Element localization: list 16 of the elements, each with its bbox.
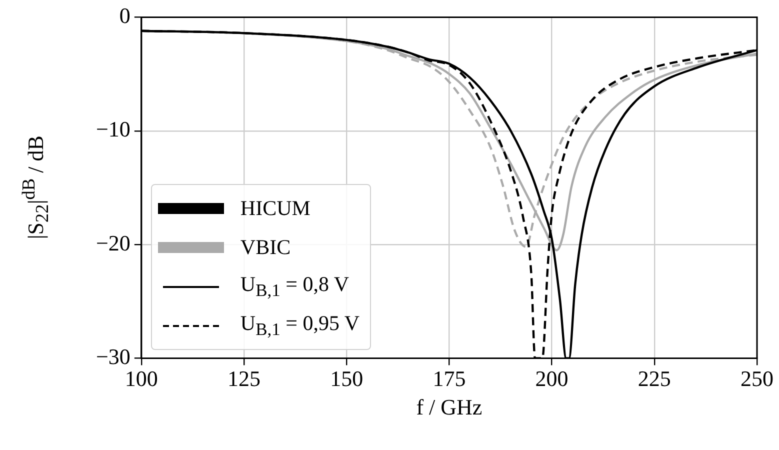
annotation: VBIC: [240, 235, 291, 260]
x-tick-label: 175: [432, 366, 466, 392]
x-tick-label: 100: [124, 366, 158, 392]
annotation: U$_{B,1}$ = 0,95 V: [240, 311, 360, 340]
annotation: HICUM: [240, 196, 310, 222]
y-tick-label: 0: [119, 2, 130, 28]
y-tick-label: −20: [96, 230, 130, 256]
x-tick-label: 200: [535, 366, 568, 392]
x-tick-label: 225: [638, 366, 671, 392]
x-tick-label: 150: [330, 366, 364, 392]
x-tick-label: 125: [228, 366, 261, 392]
x-tick-label: 250: [740, 366, 774, 392]
annotation: U$_{B,1}$ = 0,8 V: [240, 272, 350, 302]
x-axis-title: f / GHz: [416, 394, 482, 420]
y-tick-label: −10: [96, 116, 130, 142]
y-tick-label: −30: [96, 344, 130, 369]
